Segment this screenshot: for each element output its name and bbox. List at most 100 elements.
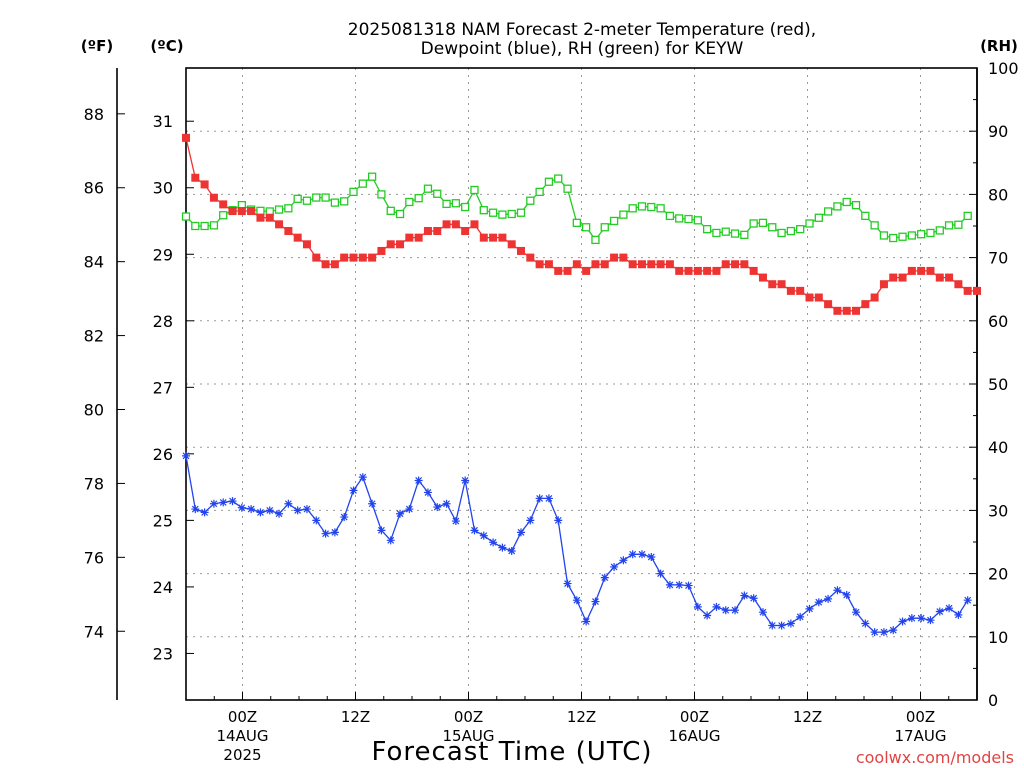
dewpoint-point [861,619,870,628]
temperature-point [358,253,367,262]
dewpoint-point [423,488,432,497]
temperature-point [572,260,581,269]
temperature-point [637,260,646,269]
dewpoint-point [200,508,209,517]
rh-point [535,187,544,197]
rh-tick-label: 30 [988,501,1008,520]
dewpoint-point [312,516,321,525]
dewpoint-point [814,598,823,607]
temperature-point [805,293,814,302]
temperature-point [479,233,488,242]
temperature-point [582,266,591,275]
temperature-point [405,233,414,242]
fahrenheit-tick-label: 80 [84,401,104,420]
rh-point [461,202,470,212]
rh-point [219,211,228,220]
rh-point [786,226,796,236]
dewpoint-point [842,590,851,599]
rh-point [302,196,312,205]
rh-point [349,187,358,197]
dewpoint-point [907,614,916,623]
rh-point [433,189,442,198]
rh-point [191,221,200,231]
temperature-point [591,260,600,269]
fahrenheit-tick-label: 82 [84,327,104,346]
dewpoint-point [777,621,786,630]
dewpoint-line [185,455,969,633]
temperature-point [470,220,479,229]
rh-point [749,219,758,228]
rh-tick-label: 0 [988,691,998,710]
temperature-point [954,280,963,289]
dewpoint-point [377,526,386,535]
x-tick-date-label: 14AUG [217,727,269,745]
rh-point [777,228,786,238]
temperature-point [554,266,563,275]
fahrenheit-tick-label: 88 [84,105,104,124]
dewpoint-point [768,621,777,630]
dewpoint-point [898,617,907,626]
rh-point [451,199,461,208]
rh-point [414,194,423,203]
rh-point [563,184,572,193]
dewpoint-point [237,503,246,512]
dewpoint-point [554,516,563,525]
temperature-point [191,173,200,182]
temperature-point [461,226,470,235]
rh-point [823,207,833,216]
celsius-tick-label: 24 [153,578,173,597]
temperature-point [396,240,405,249]
rh-point [814,213,823,222]
rh-point [796,225,805,234]
temperature-point [330,260,339,269]
dewpoint-point [247,505,256,514]
rh-point [842,197,851,207]
temperature-point [526,253,535,262]
temperature-point [740,260,749,269]
rh-unit-label: (RH) [980,37,1018,55]
rh-point [405,197,414,207]
rh-point [889,233,898,243]
rh-point [330,198,340,207]
temperature-point [628,260,637,269]
dewpoint-point [637,550,646,559]
x-tick-date-label: 16AUG [669,727,721,745]
temperature-point [377,246,386,255]
dewpoint-point [293,506,302,515]
dewpoint-point [544,494,553,503]
temperature-point [889,273,898,282]
celsius-unit-label: (ºC) [150,37,183,55]
rh-tick-label: 50 [988,375,1008,394]
dewpoint-point [461,476,470,485]
rh-point [526,196,535,205]
rh-point [312,193,321,202]
fahrenheit-tick-label: 78 [84,474,104,493]
rh-tick-label: 70 [988,249,1008,268]
temperature-point [340,253,349,262]
dewpoint-point [479,531,488,540]
temperature-point [879,280,888,289]
rh-point [768,223,777,232]
rh-point [488,208,498,217]
rh-point [684,214,693,224]
temperature-point [852,306,861,315]
x-tick-label: 12Z [793,708,822,726]
dewpoint-point [935,607,944,616]
rh-point [954,220,963,229]
dewpoint-point [926,616,935,625]
celsius-tick-label: 31 [153,112,173,131]
rh-point [647,202,656,212]
fahrenheit-tick-label: 86 [84,179,104,198]
temperature-point [610,253,619,262]
temperature-point [451,220,460,229]
rh-point [256,206,265,215]
temperature-point [489,233,498,242]
temperature-point [777,280,786,289]
temperature-point [842,306,851,315]
celsius-tick-label: 25 [153,511,173,530]
watermark: coolwx.com/models [856,748,1014,767]
rh-point [507,209,516,219]
temperature-point [293,233,302,242]
dewpoint-point [852,608,861,617]
rh-point [200,221,209,231]
